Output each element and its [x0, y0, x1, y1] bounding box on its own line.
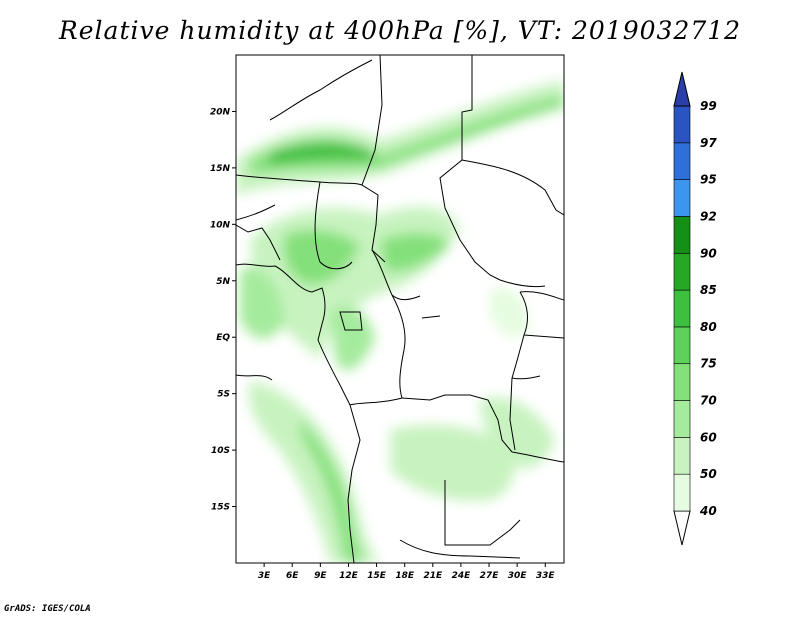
lat-tick-label: EQ — [216, 333, 230, 343]
lon-tick-label: 12E — [339, 571, 359, 581]
lon-tick-label: 18E — [395, 571, 415, 581]
country-boundaries — [236, 55, 564, 563]
colorbar-label: 60 — [700, 430, 717, 444]
lon-tick-label: 27E — [480, 571, 500, 581]
lat-tick-label: 15S — [211, 503, 230, 513]
lat-tick-label: 5S — [217, 390, 230, 400]
humidity-field — [236, 80, 564, 563]
lat-tick-label: 5N — [216, 277, 230, 287]
colorbar-lower-arrow — [673, 510, 691, 546]
colorbar-box — [673, 289, 691, 328]
colorbar-box — [673, 105, 691, 144]
lat-tick-label: 10N — [210, 220, 231, 230]
colorbar-label: 85 — [700, 283, 717, 297]
map-title: Relative humidity at 400hPa [%], VT: 201… — [58, 16, 742, 45]
colorbar-label: 99 — [700, 99, 717, 113]
longitude-axis: 3E 6E 9E 12E 15E 18E 21E 24E 27E 30E 33E — [258, 563, 556, 581]
colorbar-label: 90 — [700, 246, 717, 260]
lon-tick-label: 6E — [286, 571, 299, 581]
colorbar-label: 50 — [700, 467, 717, 481]
lon-tick-label: 24E — [452, 571, 472, 581]
colorbar-box — [673, 437, 691, 475]
latitude-axis: 20N 15N 10N 5N EQ 5S 10S 15S — [210, 107, 236, 513]
map-frame — [235, 54, 565, 564]
colorbar-box — [673, 252, 691, 291]
lat-tick-label: 10S — [211, 446, 230, 456]
colorbar-box — [673, 363, 691, 401]
colorbar-box — [673, 400, 691, 438]
lon-tick-label: 9E — [314, 571, 327, 581]
lon-tick-label: 33E — [536, 571, 556, 581]
lon-tick-label: 30E — [508, 571, 528, 581]
colorbar-label: 70 — [700, 394, 717, 408]
humidity-band-north — [236, 80, 564, 195]
colorbar-label: 80 — [700, 320, 717, 334]
colorbar-upper-arrow — [673, 71, 691, 107]
colorbar-label: 75 — [700, 357, 717, 371]
lat-tick-label: 15N — [210, 164, 231, 174]
colorbar-box — [673, 216, 691, 254]
colorbar-label: 40 — [699, 504, 717, 518]
lon-tick-label: 3E — [258, 571, 271, 581]
lat-tick-label: 20N — [210, 107, 231, 117]
lon-tick-label: 21E — [423, 571, 443, 581]
colorbar-box — [673, 142, 691, 180]
colorbar: 40 50 60 70 75 80 85 90 92 95 97 99 — [673, 71, 717, 546]
credit-text: GrADS: IGES/COLA — [4, 604, 91, 614]
colorbar-label: 95 — [700, 173, 717, 187]
colorbar-box — [673, 473, 691, 512]
humidity-band-south — [249, 380, 380, 563]
lon-tick-label: 15E — [367, 571, 387, 581]
colorbar-label: 92 — [700, 209, 717, 223]
colorbar-box — [673, 326, 691, 365]
colorbar-box — [673, 179, 691, 217]
colorbar-label: 97 — [700, 136, 717, 150]
